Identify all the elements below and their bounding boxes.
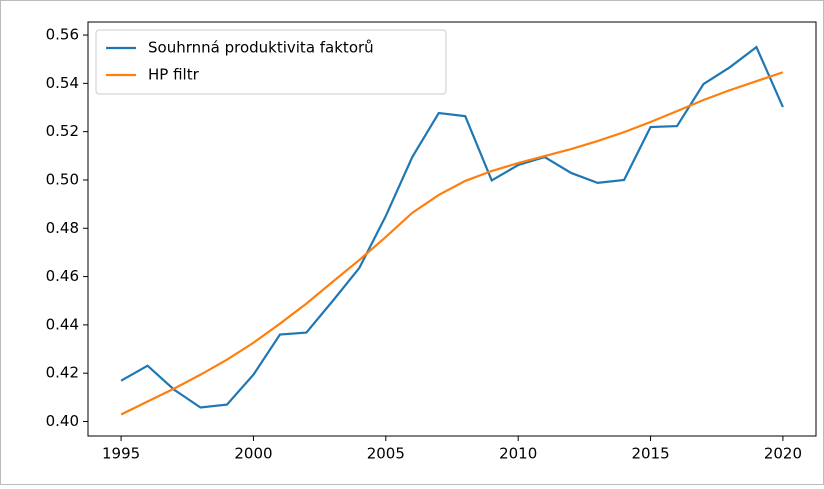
y-tick-label: 0.50 xyxy=(46,170,79,188)
y-tick-label: 0.40 xyxy=(46,412,79,430)
x-tick-label: 2020 xyxy=(764,445,802,463)
x-tick-label: 2000 xyxy=(234,445,272,463)
y-tick-label: 0.42 xyxy=(46,364,79,382)
y-tick-label: 0.54 xyxy=(46,74,79,92)
x-tick-label: 2015 xyxy=(631,445,669,463)
y-tick-label: 0.52 xyxy=(46,122,79,140)
legend-box xyxy=(95,29,447,95)
y-tick-label: 0.44 xyxy=(46,315,79,333)
legend-label: HP filtr xyxy=(148,66,200,84)
legend-label: Souhrnná produktivita faktorů xyxy=(148,39,374,57)
y-tick-label: 0.56 xyxy=(46,26,79,44)
x-tick-label: 1995 xyxy=(102,445,140,463)
plot-border xyxy=(87,21,817,437)
series-line xyxy=(120,45,784,409)
x-tick-label: 2005 xyxy=(367,445,405,463)
y-tick-label: 0.48 xyxy=(46,219,79,237)
x-tick-label: 2010 xyxy=(499,445,537,463)
y-tick-label: 0.46 xyxy=(46,267,79,285)
series-line xyxy=(120,71,784,416)
